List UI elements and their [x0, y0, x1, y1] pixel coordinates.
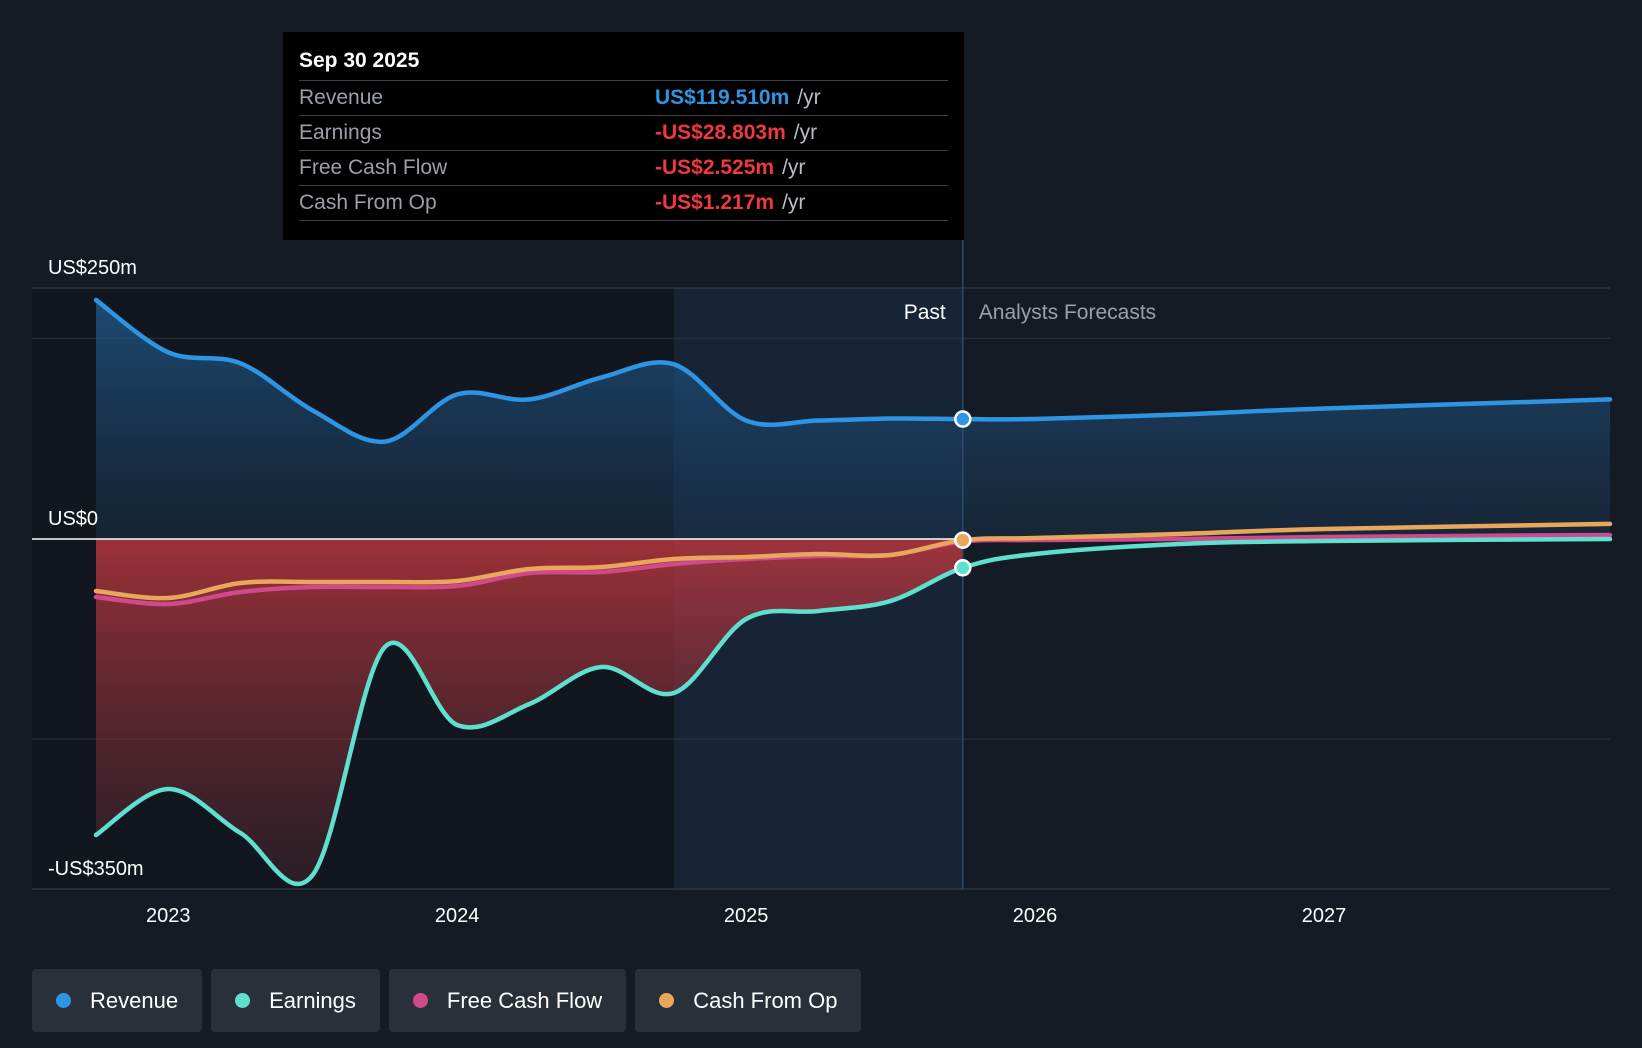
tooltip-unit: /yr	[793, 121, 818, 144]
tooltip-row-free-cash-flow: Free Cash Flow -US$2.525m /yr	[299, 150, 948, 185]
x-tick-label: 2025	[724, 905, 769, 927]
legend-dot-icon	[659, 993, 675, 1008]
past-label: Past	[904, 301, 946, 324]
tooltip-row-earnings: Earnings -US$28.803m /yr	[299, 115, 948, 150]
legend-label: Earnings	[269, 987, 356, 1013]
y-axis-label: US$250m	[48, 257, 137, 279]
tooltip-row-revenue: Revenue US$119.510m /yr	[299, 80, 948, 115]
tooltip-value: -US$1.217m	[655, 191, 775, 214]
marker-dot-cash-from-op	[954, 531, 972, 549]
legend-item-earnings[interactable]: Earnings	[211, 969, 380, 1032]
y-axis-label: -US$350m	[48, 858, 144, 880]
tooltip-label: Cash From Op	[299, 191, 437, 214]
x-tick-label: 2023	[146, 905, 191, 927]
tooltip-unit: /yr	[782, 191, 806, 214]
tooltip-label: Revenue	[299, 86, 384, 109]
legend-dot-icon	[56, 993, 71, 1008]
tooltip-unit: /yr	[797, 86, 821, 109]
tooltip-label: Free Cash Flow	[299, 156, 448, 179]
x-tick-label: 2024	[435, 905, 480, 927]
tooltip-label: Earnings	[299, 121, 382, 144]
series-line-revenue	[93, 297, 1613, 444]
marker-dot-revenue	[954, 410, 972, 428]
legend-item-free-cash-flow[interactable]: Free Cash Flow	[388, 969, 627, 1032]
revenue-area	[96, 300, 1610, 539]
legend-dot-icon	[412, 993, 428, 1008]
forecast-label: Analysts Forecasts	[979, 301, 1156, 324]
tooltip-unit: /yr	[782, 156, 806, 179]
series-line-earnings	[93, 536, 1613, 886]
marker-dot-earnings	[954, 559, 972, 577]
legend-item-revenue[interactable]: Revenue	[32, 969, 203, 1032]
legend-label: Free Cash Flow	[446, 987, 603, 1013]
series-line-free-cash-flow	[93, 532, 1613, 607]
legend-label: Cash From Op	[693, 987, 838, 1013]
y-axis-label: US$0	[48, 508, 98, 530]
x-tick-label: 2026	[1013, 905, 1058, 927]
tooltip-value: -US$28.803m	[655, 121, 786, 144]
legend-item-cash-from-op[interactable]: Cash From Op	[635, 969, 862, 1032]
legend: Revenue Earnings Free Cash Flow Cash Fro…	[32, 969, 862, 1032]
tooltip-row-cash-from-op: Cash From Op -US$1.217m /yr	[299, 185, 948, 221]
tooltip-date: Sep 30 2025	[299, 49, 420, 72]
x-tick-label: 2027	[1302, 905, 1347, 927]
tooltip-value: US$119.510m	[655, 86, 790, 109]
legend-label: Revenue	[90, 987, 179, 1013]
series-line-cash-from-op	[93, 521, 1613, 601]
tooltip: Sep 30 2025 Revenue US$119.510m /yr Earn…	[283, 32, 964, 240]
earnings-negative-area	[96, 539, 963, 884]
legend-dot-icon	[235, 993, 251, 1008]
tooltip-value: -US$2.525m	[655, 156, 775, 179]
